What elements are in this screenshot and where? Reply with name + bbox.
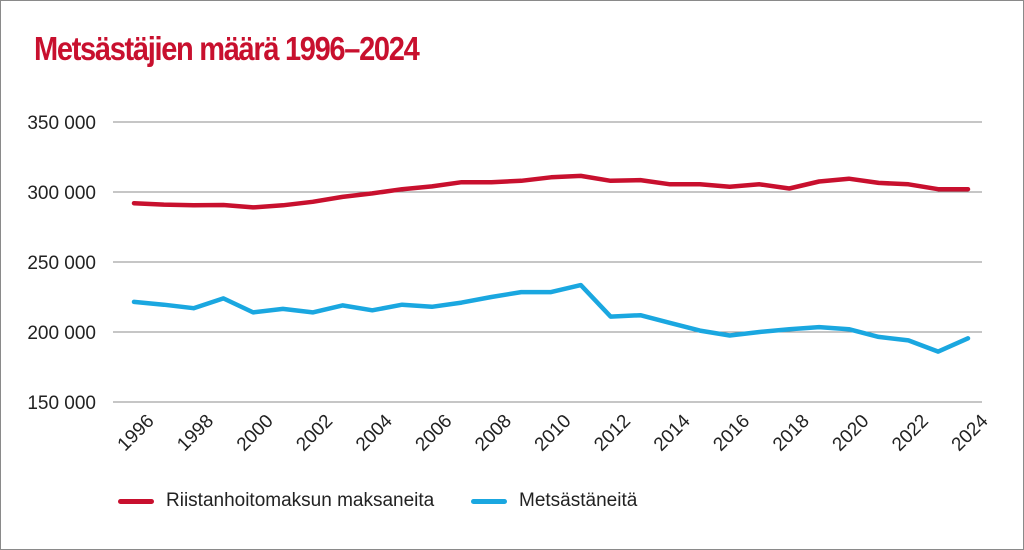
x-tick-label: 2024 (948, 410, 993, 455)
chart-title: Metsästäjien määrä 1996–2024 (34, 30, 420, 67)
y-tick-label: 350 000 (27, 113, 96, 134)
x-tick-label: 2016 (709, 411, 754, 456)
y-tick-label: 150 000 (27, 393, 96, 414)
x-tick-label: 2014 (650, 410, 695, 455)
x-tick-label: 2002 (292, 411, 337, 456)
x-tick-label: 2006 (412, 411, 457, 456)
x-tick-label: 2012 (590, 411, 635, 456)
x-tick-label: 2022 (888, 411, 933, 456)
legend-label-series1: Riistanhoitomaksun maksaneita (166, 490, 435, 511)
x-tick-label: 2008 (471, 411, 516, 456)
series-line-2 (131, 282, 971, 354)
y-tick-label: 300 000 (27, 183, 96, 204)
x-tick-label: 1998 (173, 411, 218, 456)
x-tick-label: 2004 (352, 410, 397, 455)
series-lines (131, 173, 971, 354)
legend-swatch-series2 (471, 498, 507, 504)
y-axis-ticks: 150 000 200 000 250 000 300 000 350 000 (27, 113, 96, 414)
legend-label-series2: Metsästäneitä (519, 490, 638, 511)
x-tick-label: 2020 (829, 411, 874, 456)
legend-item-series2: Metsästäneitä (471, 490, 637, 512)
x-tick-label: 2010 (531, 411, 576, 456)
x-axis-ticks: 1996 1998 2000 2002 2004 2006 2008 2010 2012 2014… (114, 410, 993, 455)
x-tick-label: 2018 (769, 411, 814, 456)
legend-swatch-series1 (118, 498, 154, 504)
x-tick-label: 1996 (114, 411, 159, 456)
y-tick-label: 250 000 (27, 253, 96, 274)
x-tick-label: 2000 (233, 411, 278, 456)
y-tick-label: 200 000 (27, 323, 96, 344)
gridlines (113, 121, 982, 403)
legend-item-series1: Riistanhoitomaksun maksaneita (118, 490, 434, 512)
